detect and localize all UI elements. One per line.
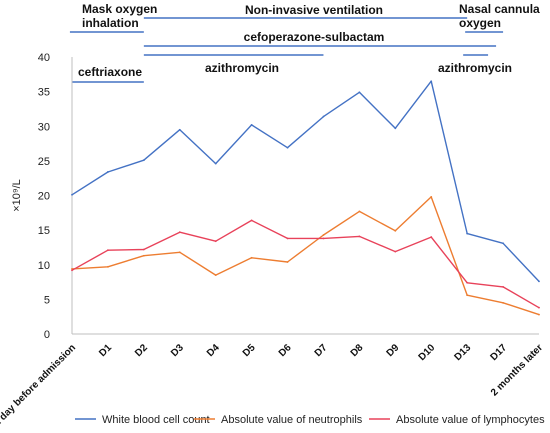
x-tick-label: D8	[349, 342, 366, 359]
y-axis-label: ×10⁹/L	[11, 179, 23, 212]
legend: White blood cell count Absolute value of …	[75, 414, 545, 426]
data-point	[502, 286, 504, 288]
annotation-label-azithromycin-1: azithromycin	[205, 61, 279, 75]
data-point	[358, 235, 361, 238]
x-tick-label: D1	[97, 342, 114, 359]
data-point	[142, 159, 145, 162]
x-tick-label: D5	[241, 342, 258, 359]
annotation-label-nasal-cannula: oxygen	[459, 16, 501, 30]
y-tick-label: 0	[44, 329, 50, 341]
annotation-label-mask-oxygen: inhalation	[82, 16, 139, 30]
y-tick-label: 35	[38, 87, 50, 99]
data-point	[322, 115, 325, 118]
x-tick-label: D3	[169, 342, 186, 359]
data-point	[394, 229, 397, 232]
x-tick-label: D6	[277, 342, 294, 359]
data-point	[286, 146, 289, 149]
data-point	[142, 248, 145, 251]
data-point	[107, 171, 109, 173]
data-point	[71, 193, 73, 196]
x-tick-label: D13	[453, 342, 474, 363]
x-tick-label: D9	[385, 342, 402, 359]
x-tick-label: D4	[205, 342, 222, 359]
annotation-label-cefoperazone: cefoperazone-sulbactam	[244, 30, 385, 44]
data-point	[502, 242, 504, 245]
data-point	[538, 280, 540, 283]
data-point	[107, 249, 109, 252]
data-point	[322, 234, 325, 236]
data-point	[430, 236, 433, 238]
y-tick-label: 40	[38, 52, 50, 64]
data-point	[71, 269, 73, 272]
x-tick-label: D7	[313, 342, 330, 359]
data-point	[466, 281, 469, 284]
x-tick-label: 1 day before admission	[0, 342, 78, 428]
series-line-1	[71, 80, 540, 282]
data-point	[214, 240, 217, 243]
annotation-label-ceftriaxone: ceftriaxone	[78, 65, 142, 79]
legend-label: Absolute value of lymphocytes	[396, 414, 545, 426]
y-axis: 0 5 10 15 20 25 30 35 40	[38, 52, 73, 341]
data-point	[394, 127, 397, 130]
data-point	[250, 123, 253, 126]
data-series	[71, 80, 540, 316]
legend-label: Absolute value of neutrophils	[221, 414, 363, 426]
data-point	[538, 306, 540, 309]
annotation-label-niv: Non-invasive ventilation	[245, 3, 383, 17]
data-point	[178, 231, 181, 234]
y-tick-label: 25	[38, 156, 50, 168]
data-point	[358, 91, 361, 94]
data-point	[502, 301, 504, 304]
data-point	[466, 294, 469, 297]
data-point	[286, 261, 289, 263]
x-tick-label: D10	[417, 342, 438, 363]
y-tick-label: 5	[44, 294, 50, 306]
data-point	[250, 256, 253, 259]
x-tick-label: D2	[133, 342, 150, 359]
data-point	[250, 219, 253, 222]
data-point	[178, 128, 181, 131]
annotation-label-azithromycin-2: azithromycin	[438, 61, 512, 75]
annotation-label-mask-oxygen: Mask oxygen	[82, 2, 157, 16]
data-point	[142, 254, 145, 257]
annotation-label-nasal-cannula: Nasal cannula	[459, 2, 540, 16]
data-point	[286, 237, 289, 240]
series-line-2	[71, 196, 540, 316]
y-tick-label: 10	[38, 260, 50, 272]
y-tick-label: 15	[38, 225, 50, 237]
series-line-3	[71, 219, 540, 309]
data-point	[394, 250, 397, 253]
y-tick-label: 20	[38, 191, 50, 203]
data-point	[214, 162, 217, 165]
data-point	[430, 195, 433, 198]
data-point	[358, 210, 361, 213]
data-point	[466, 232, 469, 235]
data-point	[430, 80, 433, 83]
y-tick-label: 30	[38, 121, 50, 133]
data-point	[214, 274, 217, 277]
data-point	[538, 313, 540, 316]
data-point	[178, 251, 181, 254]
x-tick-label: D17	[488, 342, 509, 363]
data-point	[107, 265, 109, 268]
data-point	[322, 237, 325, 240]
legend-label: White blood cell count	[102, 414, 210, 426]
